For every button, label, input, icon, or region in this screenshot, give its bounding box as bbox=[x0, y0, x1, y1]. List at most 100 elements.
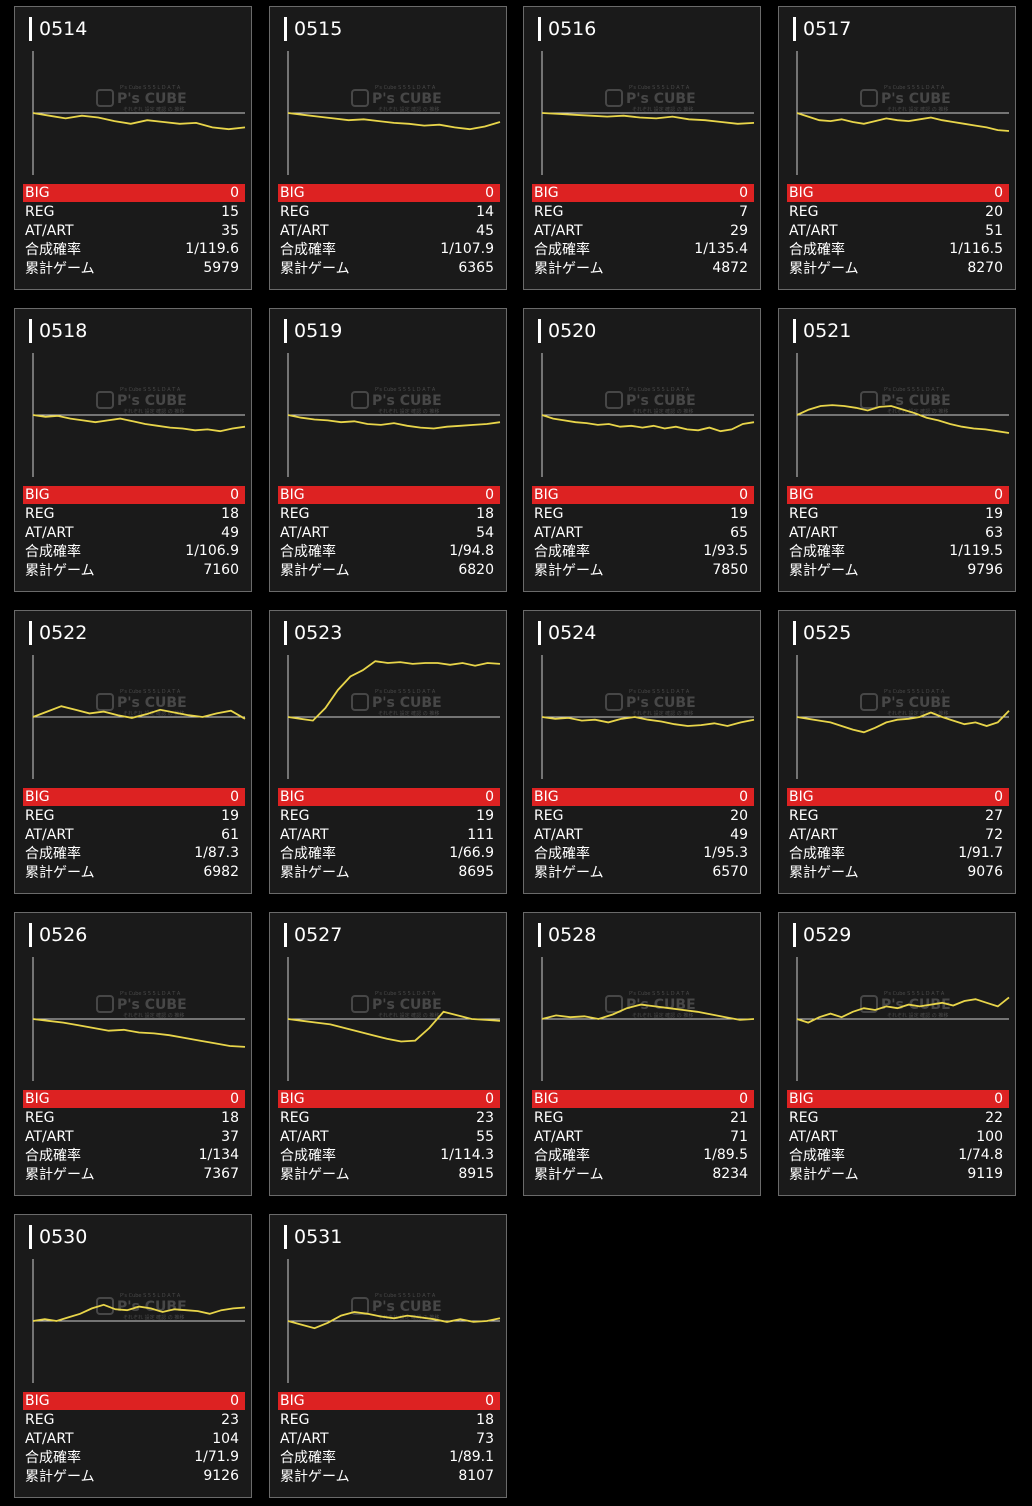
prob-value: 1/106.9 bbox=[185, 543, 239, 560]
prob-label: 合成確率 bbox=[789, 242, 845, 259]
machine-card-0518[interactable]: 0518 P's Cube S 5 5 L D A T A P's CUBE そ… bbox=[14, 308, 252, 592]
games-row: 累計ゲーム 8270 bbox=[787, 259, 1009, 278]
at-row: AT/ART 100 bbox=[787, 1128, 1009, 1147]
machine-card-0521[interactable]: 0521 P's Cube S 5 5 L D A T A P's CUBE そ… bbox=[778, 308, 1016, 592]
games-row: 累計ゲーム 5979 bbox=[23, 259, 245, 278]
svg-text:それぞれ 設定 確認 の 推移: それぞれ 設定 確認 の 推移 bbox=[123, 710, 184, 717]
machine-card-0529[interactable]: 0529 P's Cube S 5 5 L D A T A P's CUBE そ… bbox=[778, 912, 1016, 1196]
prob-label: 合成確率 bbox=[280, 1450, 336, 1467]
stats-table: BIG 0 REG 19 AT/ART 63 合成確率 1/119.5 累計ゲー… bbox=[787, 486, 1009, 579]
svg-text:P's Cube S 5 5 L D A T A: P's Cube S 5 5 L D A T A bbox=[375, 991, 436, 997]
big-count: 0 bbox=[739, 789, 748, 805]
big-label: BIG bbox=[25, 487, 50, 503]
machine-card-0522[interactable]: 0522 P's Cube S 5 5 L D A T A P's CUBE そ… bbox=[14, 610, 252, 894]
pscube-logo-watermark: P's Cube S 5 5 L D A T A P's CUBE それぞれ 設… bbox=[351, 387, 442, 415]
prob-value: 1/119.5 bbox=[949, 543, 1003, 560]
machine-card-0520[interactable]: 0520 P's Cube S 5 5 L D A T A P's CUBE そ… bbox=[523, 308, 761, 592]
machine-card-0527[interactable]: 0527 P's Cube S 5 5 L D A T A P's CUBE そ… bbox=[269, 912, 507, 1196]
stats-table: BIG 0 REG 18 AT/ART 73 合成確率 1/89.1 累計ゲーム… bbox=[278, 1392, 500, 1485]
prob-value: 1/71.9 bbox=[194, 1449, 239, 1466]
svg-text:それぞれ 設定 確認 の 推移: それぞれ 設定 確認 の 推移 bbox=[887, 710, 948, 717]
machine-card-0531[interactable]: 0531 P's Cube S 5 5 L D A T A P's CUBE そ… bbox=[269, 1214, 507, 1498]
machine-number: 0518 bbox=[29, 319, 87, 343]
machine-number: 0524 bbox=[538, 621, 596, 645]
pscube-logo-watermark: P's Cube S 5 5 L D A T A P's CUBE それぞれ 設… bbox=[96, 689, 187, 717]
prob-label: 合成確率 bbox=[789, 846, 845, 863]
games-label: 累計ゲーム bbox=[25, 1468, 95, 1485]
reg-label: REG bbox=[789, 808, 819, 825]
prob-label: 合成確率 bbox=[25, 242, 81, 259]
at-row: AT/ART 35 bbox=[23, 222, 245, 241]
prob-label: 合成確率 bbox=[25, 1450, 81, 1467]
machine-number: 0519 bbox=[284, 319, 342, 343]
big-count: 0 bbox=[485, 1393, 494, 1409]
at-row: AT/ART 45 bbox=[278, 222, 500, 241]
reg-label: REG bbox=[534, 204, 564, 221]
big-count: 0 bbox=[230, 789, 239, 805]
machine-card-0526[interactable]: 0526 P's Cube S 5 5 L D A T A P's CUBE そ… bbox=[14, 912, 252, 1196]
machine-card-0514[interactable]: 0514 P's Cube S 5 5 L D A T A P's CUBE そ… bbox=[14, 6, 252, 290]
prob-row: 合成確率 1/71.9 bbox=[23, 1448, 245, 1467]
machine-number: 0531 bbox=[284, 1225, 342, 1249]
machine-card-0515[interactable]: 0515 P's Cube S 5 5 L D A T A P's CUBE そ… bbox=[269, 6, 507, 290]
machine-number: 0530 bbox=[29, 1225, 87, 1249]
prob-value: 1/95.3 bbox=[703, 845, 748, 862]
games-label: 累計ゲーム bbox=[280, 562, 350, 579]
games-label: 累計ゲーム bbox=[534, 1166, 604, 1183]
reg-row: REG 15 bbox=[23, 203, 245, 222]
prob-label: 合成確率 bbox=[534, 846, 590, 863]
games-count: 5979 bbox=[203, 259, 239, 276]
games-count: 9119 bbox=[967, 1165, 1003, 1182]
stats-table: BIG 0 REG 23 AT/ART 104 合成確率 1/71.9 累計ゲー… bbox=[23, 1392, 245, 1485]
prob-label: 合成確率 bbox=[25, 544, 81, 561]
big-row: BIG 0 bbox=[787, 1090, 1009, 1108]
at-row: AT/ART 51 bbox=[787, 222, 1009, 241]
payout-trend-line bbox=[796, 710, 1010, 734]
games-row: 累計ゲーム 4872 bbox=[532, 259, 754, 278]
payout-trend-line bbox=[796, 112, 1010, 132]
machine-number: 0526 bbox=[29, 923, 87, 947]
machine-card-0524[interactable]: 0524 P's Cube S 5 5 L D A T A P's CUBE そ… bbox=[523, 610, 761, 894]
payout-trend-line bbox=[32, 1303, 246, 1322]
machine-card-0528[interactable]: 0528 P's Cube S 5 5 L D A T A P's CUBE そ… bbox=[523, 912, 761, 1196]
pscube-logo-watermark: P's Cube S 5 5 L D A T A P's CUBE それぞれ 設… bbox=[605, 689, 696, 717]
prob-value: 1/119.6 bbox=[185, 241, 239, 258]
prob-label: 合成確率 bbox=[25, 1148, 81, 1165]
games-row: 累計ゲーム 9126 bbox=[23, 1467, 245, 1486]
prob-row: 合成確率 1/134 bbox=[23, 1146, 245, 1165]
svg-text:P's Cube S 5 5 L D A T A: P's Cube S 5 5 L D A T A bbox=[884, 85, 945, 91]
reg-row: REG 18 bbox=[23, 505, 245, 524]
reg-count: 15 bbox=[221, 204, 239, 221]
at-row: AT/ART 73 bbox=[278, 1430, 500, 1449]
machine-card-0517[interactable]: 0517 P's Cube S 5 5 L D A T A P's CUBE そ… bbox=[778, 6, 1016, 290]
games-label: 累計ゲーム bbox=[534, 864, 604, 881]
machine-card-0519[interactable]: 0519 P's Cube S 5 5 L D A T A P's CUBE そ… bbox=[269, 308, 507, 592]
reg-row: REG 19 bbox=[532, 505, 754, 524]
big-count: 0 bbox=[485, 185, 494, 201]
reg-label: REG bbox=[25, 1110, 55, 1127]
games-count: 8234 bbox=[712, 1165, 748, 1182]
stats-table: BIG 0 REG 18 AT/ART 54 合成確率 1/94.8 累計ゲーム… bbox=[278, 486, 500, 579]
slump-graph: P's Cube S 5 5 L D A T A P's CUBE それぞれ 設… bbox=[541, 353, 755, 477]
payout-trend-line bbox=[287, 1311, 501, 1330]
at-label: AT/ART bbox=[534, 524, 583, 541]
machine-card-0516[interactable]: 0516 P's Cube S 5 5 L D A T A P's CUBE そ… bbox=[523, 6, 761, 290]
reg-row: REG 22 bbox=[787, 1109, 1009, 1128]
prob-label: 合成確率 bbox=[280, 242, 336, 259]
machine-card-0523[interactable]: 0523 P's Cube S 5 5 L D A T A P's CUBE そ… bbox=[269, 610, 507, 894]
reg-count: 18 bbox=[221, 506, 239, 523]
svg-text:P's Cube S 5 5 L D A T A: P's Cube S 5 5 L D A T A bbox=[375, 85, 436, 91]
big-row: BIG 0 bbox=[278, 486, 500, 504]
big-row: BIG 0 bbox=[23, 1392, 245, 1410]
payout-trend-line bbox=[541, 716, 755, 727]
machine-card-0530[interactable]: 0530 P's Cube S 5 5 L D A T A P's CUBE そ… bbox=[14, 1214, 252, 1498]
slump-graph: P's Cube S 5 5 L D A T A P's CUBE それぞれ 設… bbox=[287, 957, 501, 1081]
at-label: AT/ART bbox=[25, 222, 74, 239]
games-label: 累計ゲーム bbox=[534, 260, 604, 277]
machine-card-0525[interactable]: 0525 P's Cube S 5 5 L D A T A P's CUBE そ… bbox=[778, 610, 1016, 894]
big-count: 0 bbox=[485, 487, 494, 503]
prob-row: 合成確率 1/87.3 bbox=[23, 844, 245, 863]
games-label: 累計ゲーム bbox=[25, 864, 95, 881]
slump-graph: P's Cube S 5 5 L D A T A P's CUBE それぞれ 設… bbox=[541, 655, 755, 779]
prob-label: 合成確率 bbox=[534, 242, 590, 259]
